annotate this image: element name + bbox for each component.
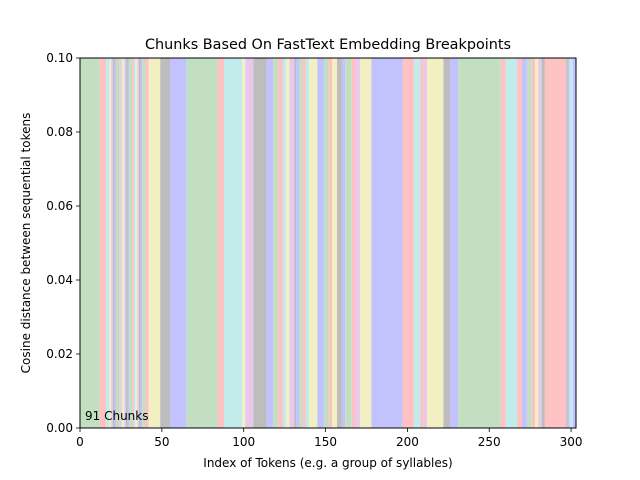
chunk-span-76 <box>569 58 573 428</box>
chunk-span-33 <box>266 58 274 428</box>
y-tick-label: 0.04 <box>46 273 73 287</box>
chunk-span-25 <box>160 58 171 428</box>
x-tick-label: 200 <box>396 435 419 449</box>
chunk-span-51 <box>345 58 352 428</box>
chunk-span-75 <box>567 58 570 428</box>
chunk-span-67 <box>521 58 527 428</box>
chunk-span-14 <box>127 58 130 428</box>
chunk-span-50 <box>341 58 346 428</box>
chart-title: Chunks Based On FastText Embedding Break… <box>145 37 511 53</box>
chunk-span-22 <box>142 58 146 428</box>
chunk-span-5 <box>111 58 113 428</box>
x-tick-label: 300 <box>560 435 583 449</box>
chunk-span-40 <box>296 58 300 428</box>
chunk-span-30 <box>242 58 246 428</box>
chunk-span-37 <box>286 58 290 428</box>
chunk-span-27 <box>186 58 218 428</box>
chunk-span-39 <box>294 58 297 428</box>
chunk-span-31 <box>245 58 254 428</box>
chunk-span-61 <box>443 58 450 428</box>
chunk-span-3 <box>106 58 110 428</box>
chunk-span-26 <box>170 58 187 428</box>
chunk-span-74 <box>566 58 568 428</box>
x-tick-label: 0 <box>76 435 84 449</box>
y-axis-ticks: 0.00 0.02 0.04 0.06 0.08 0.10 <box>46 51 80 435</box>
x-tick-label: 150 <box>314 435 337 449</box>
x-tick-label: 100 <box>232 435 255 449</box>
chunk-span-53 <box>355 58 360 428</box>
chunk-span-9 <box>119 58 121 428</box>
chunk-span-20 <box>138 58 141 428</box>
chunk-span-21 <box>140 58 143 428</box>
chunk-span-7 <box>114 58 117 428</box>
chunk-span-63 <box>458 58 501 428</box>
chunk-span-77 <box>572 58 576 428</box>
chunk-span-29 <box>224 58 243 428</box>
chunk-span-24 <box>148 58 161 428</box>
x-tick-label: 50 <box>154 435 169 449</box>
x-axis-ticks: 0 50 100 150 200 250 300 <box>76 428 583 449</box>
chunk-span-59 <box>423 58 428 428</box>
chunk-span-11 <box>122 58 125 428</box>
x-tick-label: 250 <box>478 435 501 449</box>
chunk-span-54 <box>359 58 372 428</box>
chunk-span-65 <box>505 58 518 428</box>
chunk-span-66 <box>517 58 522 428</box>
chunk-span-13 <box>125 58 128 428</box>
chunk-span-55 <box>371 58 403 428</box>
y-axis-label: Cosine distance between sequential token… <box>19 113 33 374</box>
chunk-span-10 <box>120 58 123 428</box>
chunk-span-4 <box>109 58 112 428</box>
x-axis-label: Index of Tokens (e.g. a group of syllabl… <box>203 456 452 470</box>
chunk-count-annotation: 91 Chunks <box>85 409 148 423</box>
y-tick-label: 0.02 <box>46 347 73 361</box>
chunk-span-19 <box>137 58 139 428</box>
chunk-span-12 <box>124 58 126 428</box>
chunk-span-60 <box>427 58 444 428</box>
chunk-span-6 <box>112 58 115 428</box>
chunk-span-64 <box>500 58 506 428</box>
chunk-span-56 <box>402 58 414 428</box>
chunk-span-17 <box>134 58 136 428</box>
chunk-span-38 <box>289 58 295 428</box>
chunk-span-73 <box>544 58 567 428</box>
chunk-span-23 <box>145 58 149 428</box>
chunk-span-36 <box>282 58 287 428</box>
y-tick-label: 0.08 <box>46 125 73 139</box>
chunk-span-34 <box>273 58 279 428</box>
chunk-span-35 <box>278 58 283 428</box>
chunk-span-16 <box>132 58 135 428</box>
chunk-span-72 <box>541 58 545 428</box>
chunk-span-43 <box>305 58 310 428</box>
chunk-span-28 <box>217 58 225 428</box>
chunk-span-52 <box>351 58 356 428</box>
chunk-span-45 <box>317 58 324 428</box>
chunk-span-46 <box>323 58 329 428</box>
chunk-span-18 <box>135 58 138 428</box>
y-tick-label: 0.10 <box>46 51 73 65</box>
chunk-spans <box>80 58 576 428</box>
plot-frame <box>79 57 577 429</box>
chunk-span-42 <box>302 58 306 428</box>
chunk-span-69 <box>531 58 536 428</box>
chunk-span-48 <box>332 58 337 428</box>
chunk-span-15 <box>129 58 133 428</box>
chunk-span-71 <box>538 58 542 428</box>
chunk-span-41 <box>299 58 303 428</box>
y-tick-label: 0.06 <box>46 199 73 213</box>
chunk-span-62 <box>449 58 459 428</box>
chunk-span-8 <box>116 58 120 428</box>
chunk-span-1 <box>80 58 100 428</box>
chunk-span-58 <box>420 58 424 428</box>
chunk-span-49 <box>337 58 342 428</box>
chunk-span-68 <box>526 58 532 428</box>
chunk-span-32 <box>253 58 267 428</box>
chunk-span-57 <box>413 58 421 428</box>
chunk-span-2 <box>99 58 107 428</box>
y-tick-label: 0.00 <box>46 421 73 435</box>
chunk-span-44 <box>309 58 318 428</box>
chunk-span-47 <box>328 58 333 428</box>
chunk-span-70 <box>535 58 539 428</box>
